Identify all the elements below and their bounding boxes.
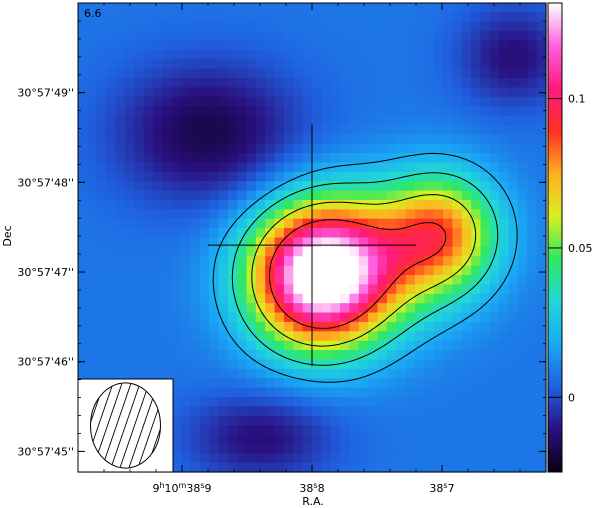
y-axis-ticks: 30°57'49'' 30°57'48'' 30°57'47'' 30°57'46''… <box>17 20 546 458</box>
intensity-map <box>78 3 547 473</box>
y-tick-label: 30°57'46'' <box>17 356 74 369</box>
colorbar-gradient <box>547 2 563 473</box>
x-axis-label: R.A. <box>302 495 324 508</box>
x-tick-label: 38s7 <box>429 481 454 496</box>
source-cross-marker <box>208 124 416 367</box>
colorbar-tick-label: 0.05 <box>568 242 593 255</box>
contour-positive-2 <box>231 172 499 366</box>
beam-ellipse <box>90 382 161 469</box>
x-tick-label: 38s8 <box>299 481 324 496</box>
contour-lines <box>212 152 518 383</box>
y-tick-label: 30°57'48'' <box>17 176 74 189</box>
panel-label: 6.6 <box>84 7 102 20</box>
colorbar: 0.1 0.05 0 <box>547 2 593 473</box>
y-axis-label: Dec <box>1 225 14 246</box>
beam-ellipse-box <box>77 378 174 473</box>
contour-positive-3 <box>251 194 477 347</box>
x-axis-ticks: 9h10m38s9 38s8 38s7 <box>103 3 521 496</box>
colorbar-tick-label: 0 <box>568 391 575 404</box>
x-tick-label: 9h10m38s9 <box>152 481 211 496</box>
y-tick-label: 30°57'47'' <box>17 266 74 279</box>
contour-positive-4 <box>269 219 447 329</box>
y-tick-label: 30°57'49'' <box>17 87 74 100</box>
y-tick-label: 30°57'45'' <box>17 445 74 458</box>
colorbar-tick-label: 0.1 <box>568 93 586 106</box>
contour-positive-1 <box>212 152 518 383</box>
